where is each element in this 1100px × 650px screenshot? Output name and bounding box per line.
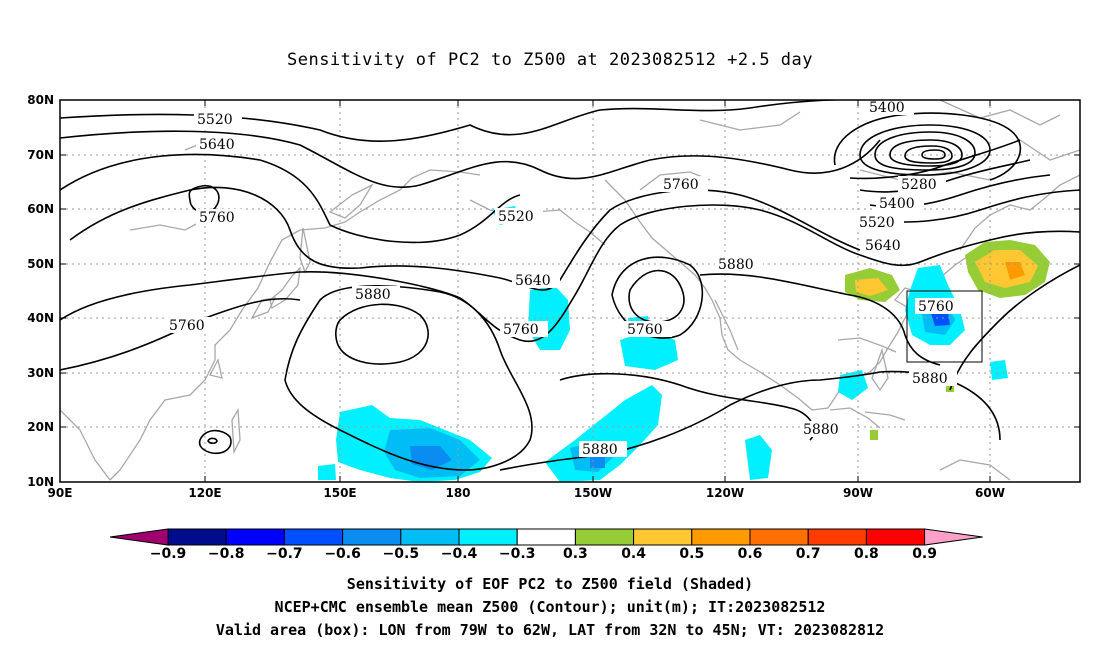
colorbar-label: −0.5 [383,546,420,562]
colorbar-swatch [167,528,227,546]
lat-label: 30N [27,366,54,380]
contour-label: 5640 [199,137,235,153]
colorbar-arrow-low [109,528,169,546]
colorbar-label: 0.8 [854,546,879,562]
lon-label: 90E [48,486,73,500]
lon-labels: 90E 120E 150E 180 150W 120W 90W 60W [48,486,1005,500]
lat-label: 10N [27,475,54,489]
contour-label: 5880 [582,442,618,458]
contour-label: 5760 [918,299,954,315]
lat-label: 50N [27,257,54,271]
lon-label: 180 [445,486,470,500]
lat-label: 40N [27,311,54,325]
colorbar-label: −0.6 [324,546,361,562]
colorbar-swatch [691,528,751,546]
colorbar-label: −0.8 [208,546,245,562]
colorbar-label: −0.7 [266,546,303,562]
axis-ticks [60,99,1080,482]
contour-label: 5760 [627,322,663,338]
contour-label: 5520 [498,209,534,225]
lon-label: 150E [323,486,356,500]
map-title: Sensitivity of PC2 to Z500 at 2023082512… [286,50,813,70]
contour-label: 5520 [197,112,233,128]
caption-line-1: Sensitivity of EOF PC2 to Z500 field (Sh… [346,575,754,593]
colorbar-swatch [807,528,867,546]
colorbar-label: 0.4 [621,546,646,562]
contour-label: 5280 [901,177,937,193]
colorbar-swatch [574,528,635,546]
contour-label: 5880 [912,371,948,387]
contour-label: 5520 [859,215,895,231]
lon-label: 60W [975,486,1005,500]
colorbar-swatch [342,528,402,546]
contour-label: 5880 [718,257,754,273]
contour-label: 5760 [199,210,235,226]
map-frame [59,99,1081,483]
colorbar-swatch [400,528,460,546]
contour-labels: 5400 5520 5640 5760 5520 5760 5280 5400 … [166,100,963,458]
lon-label: 150W [574,486,612,500]
colorbar: −0.9 −0.8 −0.7 −0.6 −0.5 −0.4 −0.3 0.3 0.4 0.5 0.6… [109,528,983,562]
contour-label: 5880 [803,422,839,438]
caption-line-2: NCEP+CMC ensemble mean Z500 (Contour); u… [274,598,826,616]
lat-label: 20N [27,420,54,434]
contour-label: 5640 [515,273,551,289]
colorbar-label: −0.9 [150,546,187,562]
colorbar-arrow-high [924,528,983,546]
contour-label: 5880 [355,287,391,303]
lon-label: 120W [706,486,744,500]
colorbar-swatch [516,528,576,546]
caption-line-3: Valid area (box): LON from 79W to 62W, L… [215,621,885,639]
lat-label: 70N [27,148,54,162]
colorbar-label: 0.9 [912,546,937,562]
colorbar-swatch [225,528,285,546]
lat-label: 60N [27,202,54,216]
colorbar-swatch [458,528,518,546]
contour-label: 5760 [663,177,699,193]
map-plot-area: 5400 5520 5640 5760 5520 5760 5280 5400 … [60,100,1080,482]
contour-label: 5760 [169,318,205,334]
colorbar-swatch [749,528,809,546]
lon-label: 120E [188,486,221,500]
colorbar-swatch [865,528,926,546]
colorbar-swatch [633,528,693,546]
lat-labels: 80N 70N 60N 50N 40N 30N 20N 10N [27,93,54,489]
contour-label: 5400 [879,196,915,212]
colorbar-label: −0.3 [499,546,536,562]
lat-label: 80N [27,93,54,107]
colorbar-label: 0.7 [796,546,821,562]
sensitivity-shading [318,206,1050,482]
colorbar-label: −0.4 [441,546,478,562]
contour-label: 5760 [503,322,539,338]
colorbar-label: 0.6 [738,546,763,562]
valid-area-box [906,290,983,363]
lat-lon-grid [60,100,1080,482]
colorbar-label: 0.3 [563,546,588,562]
contour-label: 5400 [869,100,905,116]
colorbar-label: 0.5 [679,546,704,562]
lon-label: 90W [843,486,873,500]
contour-label: 5640 [865,238,901,254]
colorbar-swatch [283,528,344,546]
